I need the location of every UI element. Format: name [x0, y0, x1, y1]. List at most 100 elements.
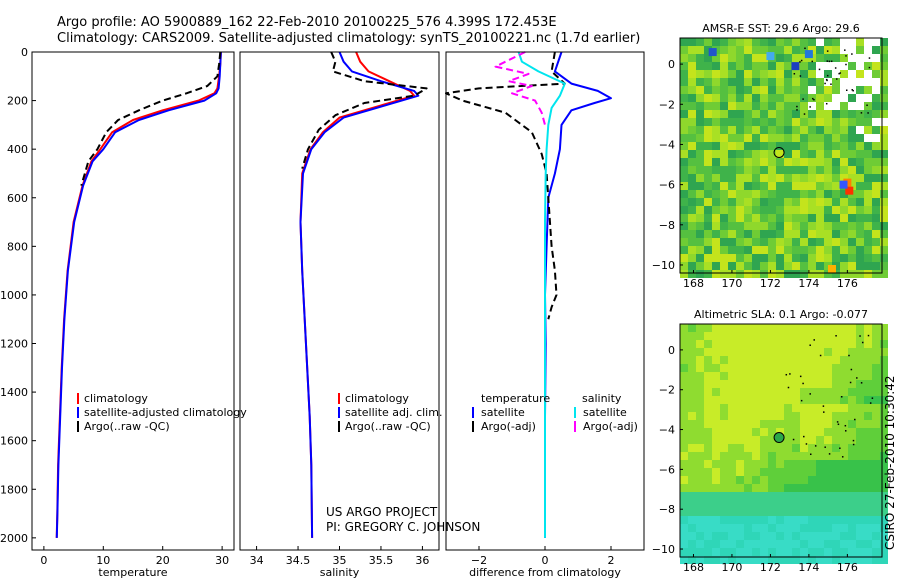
- heatmap-cell: [880, 476, 888, 484]
- heatmap-cell: [736, 70, 744, 78]
- heatmap-cell: [808, 380, 816, 388]
- y-tick-label: −6: [659, 179, 675, 192]
- heatmap-cell: [696, 444, 704, 452]
- heatmap-cell: [880, 118, 888, 126]
- heatmap-cell: [816, 190, 824, 198]
- heatmap-cell: [736, 420, 744, 428]
- heatmap-cell: [840, 174, 848, 182]
- heatmap-cell: [808, 94, 816, 102]
- heatmap-cell: [832, 70, 840, 78]
- heatmap-cell: [768, 540, 776, 548]
- heatmap-cell: [800, 380, 808, 388]
- heatmap-cell: [816, 492, 824, 500]
- heatmap-cell: [736, 556, 744, 564]
- heatmap-cell: [768, 428, 776, 436]
- heatmap-cell: [776, 460, 784, 468]
- heatmap-cell: [792, 142, 800, 150]
- x-tick-label: 172: [760, 277, 781, 290]
- heatmap-cell: [720, 380, 728, 388]
- heatmap-cell: [744, 150, 752, 158]
- coast-dot: [813, 339, 815, 341]
- heatmap-cell: [728, 166, 736, 174]
- coast-dot: [852, 439, 855, 442]
- heatmap-cell: [744, 540, 752, 548]
- heatmap-cell: [784, 94, 792, 102]
- heatmap-cell: [712, 356, 720, 364]
- heatmap-cell: [864, 396, 872, 404]
- heatmap-cell: [840, 158, 848, 166]
- heatmap-cell: [848, 38, 856, 46]
- heatmap-cell: [712, 78, 720, 86]
- heatmap-cell: [856, 158, 864, 166]
- heatmap-cell: [680, 206, 688, 214]
- heatmap-cell: [784, 380, 792, 388]
- heatmap-cell: [728, 86, 736, 94]
- heatmap-cell: [768, 150, 776, 158]
- heatmap-cell: [800, 254, 808, 262]
- heatmap-cell: [800, 428, 808, 436]
- heatmap-cell: [792, 340, 800, 348]
- heatmap-cell: [744, 332, 752, 340]
- heatmap-cell: [832, 270, 840, 278]
- heatmap-cell: [864, 182, 872, 190]
- heatmap-cell: [760, 62, 768, 70]
- heatmap-cell: [720, 270, 728, 278]
- heatmap-cell: [760, 484, 768, 492]
- heatmap-cell: [704, 70, 712, 78]
- heatmap-cell: [824, 340, 832, 348]
- heatmap-cell: [680, 428, 688, 436]
- heatmap-cell: [840, 246, 848, 254]
- heatmap-cell: [776, 270, 784, 278]
- heatmap-cell: [848, 110, 856, 118]
- heatmap-cell: [848, 102, 856, 110]
- heatmap-cell: [768, 206, 776, 214]
- heatmap-cell: [720, 508, 728, 516]
- heatmap-cell: [824, 230, 832, 238]
- sst-anomaly-cell: [766, 52, 775, 61]
- heatmap-cell: [800, 166, 808, 174]
- heatmap-cell: [808, 142, 816, 150]
- heatmap-cell: [760, 380, 768, 388]
- heatmap-cell: [680, 356, 688, 364]
- heatmap-cell: [768, 548, 776, 556]
- heatmap-cell: [720, 412, 728, 420]
- heatmap-cell: [704, 332, 712, 340]
- heatmap-cell: [848, 436, 856, 444]
- heatmap-cell: [816, 46, 824, 54]
- heatmap-cell: [808, 476, 816, 484]
- heatmap-cell: [848, 214, 856, 222]
- heatmap-cell: [832, 62, 840, 70]
- heatmap-cell: [832, 214, 840, 222]
- heatmap-cell: [752, 110, 760, 118]
- heatmap-cell: [680, 516, 688, 524]
- heatmap-cell: [784, 78, 792, 86]
- heatmap-cell: [848, 412, 856, 420]
- heatmap-cell: [736, 182, 744, 190]
- heatmap-cell: [688, 468, 696, 476]
- heatmap-cell: [752, 54, 760, 62]
- heatmap-cell: [680, 452, 688, 460]
- heatmap-cell: [704, 428, 712, 436]
- heatmap-cell: [712, 508, 720, 516]
- legend-label: Argo(-adj): [481, 420, 536, 433]
- heatmap-cell: [704, 556, 712, 564]
- heatmap-cell: [832, 142, 840, 150]
- heatmap-cell: [792, 388, 800, 396]
- heatmap-cell: [760, 524, 768, 532]
- heatmap-cell: [736, 142, 744, 150]
- heatmap-cell: [816, 428, 824, 436]
- heatmap-cell: [872, 516, 880, 524]
- heatmap-cell: [712, 372, 720, 380]
- header-line-1: Argo profile: AO 5900889_162 22-Feb-2010…: [57, 15, 557, 30]
- heatmap-cell: [840, 532, 848, 540]
- heatmap-cell: [856, 246, 864, 254]
- heatmap-cell: [848, 500, 856, 508]
- heatmap-cell: [808, 206, 816, 214]
- heatmap-cell: [712, 254, 720, 262]
- heatmap-cell: [776, 356, 784, 364]
- heatmap-cell: [704, 372, 712, 380]
- heatmap-cell: [752, 86, 760, 94]
- heatmap-cell: [792, 460, 800, 468]
- heatmap-cell: [760, 86, 768, 94]
